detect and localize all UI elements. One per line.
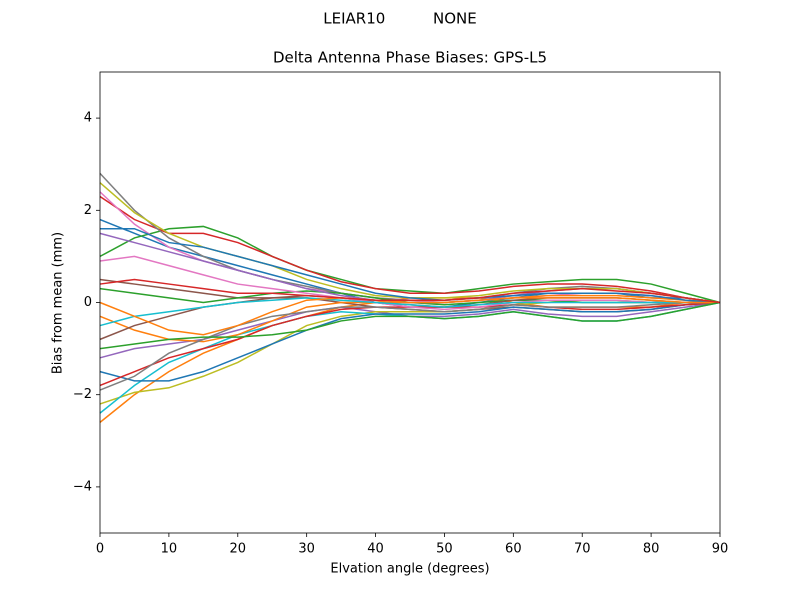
y-tick-label: −2 xyxy=(73,387,92,402)
data-line xyxy=(99,278,721,304)
y-tick-label: 0 xyxy=(84,295,92,310)
data-line xyxy=(99,255,720,311)
x-tick-label: 90 xyxy=(712,542,729,557)
y-tick-label: 4 xyxy=(84,111,92,126)
data-line xyxy=(99,301,721,350)
data-line xyxy=(99,225,721,304)
data-line xyxy=(99,297,720,327)
x-tick-label: 50 xyxy=(436,542,453,557)
data-line xyxy=(100,227,721,304)
data-line xyxy=(99,301,720,391)
y-tick-label: 2 xyxy=(84,203,92,218)
x-tick-label: 30 xyxy=(298,542,315,557)
y-tick-label: −4 xyxy=(73,479,92,494)
data-line xyxy=(99,297,720,336)
suptitle: LEIAR10 NONE xyxy=(323,10,476,28)
x-tick-label: 0 xyxy=(96,542,104,557)
x-axis-label: Elvation angle (degrees) xyxy=(330,562,489,577)
x-tick-label: 20 xyxy=(230,542,247,557)
x-tick-label: 40 xyxy=(367,542,384,557)
x-tick-label: 80 xyxy=(643,542,660,557)
data-line xyxy=(99,195,721,304)
x-tick-label: 60 xyxy=(505,542,522,557)
x-tick-label: 70 xyxy=(574,542,591,557)
x-tick-label: 10 xyxy=(161,542,178,557)
data-line xyxy=(99,301,721,382)
y-axis-label: Bias from mean (mm) xyxy=(51,232,66,374)
chart-title: Delta Antenna Phase Biases: GPS-L5 xyxy=(273,49,547,67)
